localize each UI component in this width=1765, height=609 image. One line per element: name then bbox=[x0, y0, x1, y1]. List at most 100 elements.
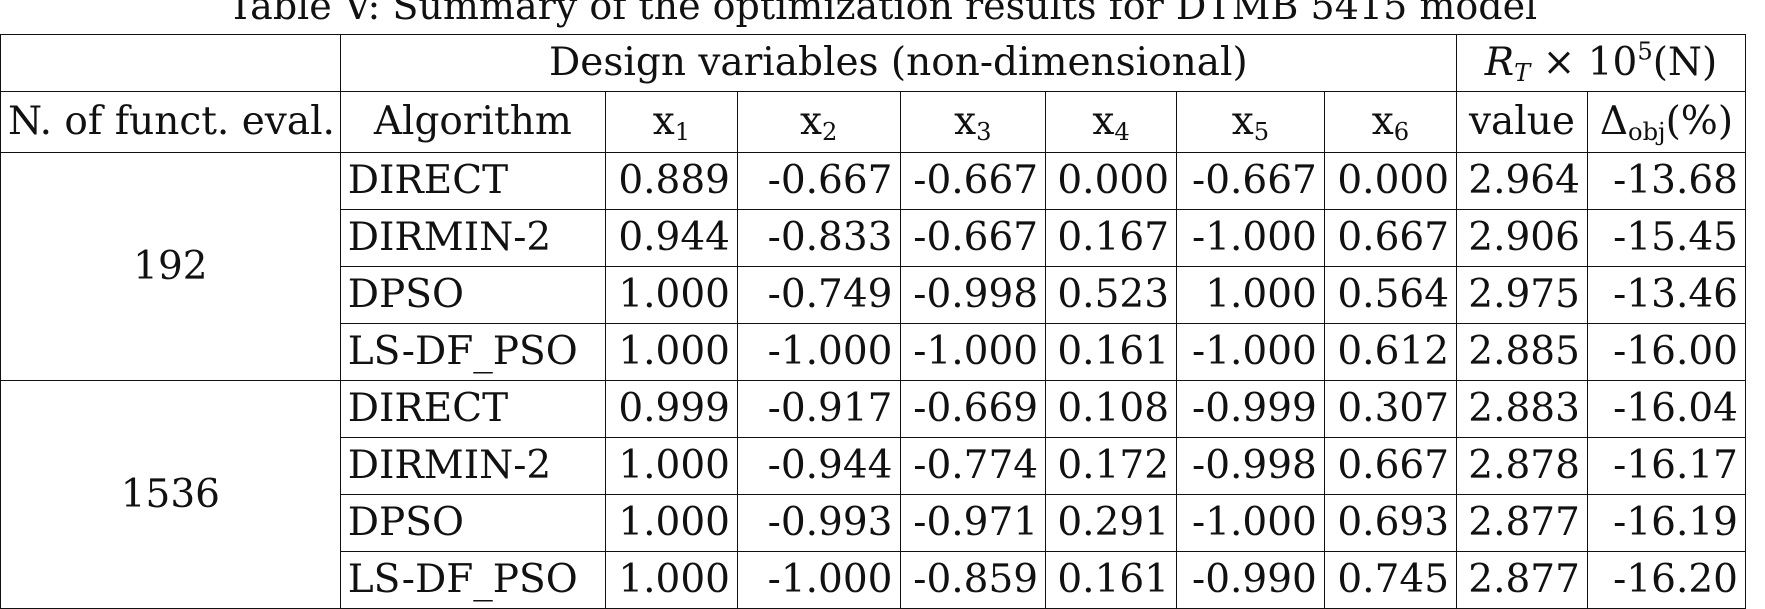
x6-cell: 0.667 bbox=[1323, 437, 1458, 495]
rt-value-cell: 2.964 bbox=[1456, 152, 1588, 210]
algorithm-cell: DIRMIN-2 bbox=[339, 209, 606, 267]
rt-value-cell: 2.883 bbox=[1456, 380, 1588, 438]
x5-cell: -0.990 bbox=[1176, 551, 1325, 609]
header-x4: x4 bbox=[1045, 91, 1178, 153]
table-row: LS-DF_PSO 1.000 -1.000 -1.000 0.161 -1.000 0.6… bbox=[1, 323, 1747, 381]
header-x2: x2 bbox=[736, 91, 901, 153]
x6-cell: 0.667 bbox=[1323, 209, 1458, 267]
x5-cell: -1.000 bbox=[1176, 323, 1325, 381]
delta-obj-cell: -13.46 bbox=[1586, 266, 1747, 324]
x2-cell: -0.833 bbox=[736, 209, 901, 267]
delta-obj-cell: -16.04 bbox=[1586, 380, 1747, 438]
header-nfe: N. of funct. eval. bbox=[0, 91, 341, 153]
x1-cell: 0.944 bbox=[604, 209, 738, 267]
x6-cell: 0.693 bbox=[1323, 494, 1458, 552]
x1-cell: 1.000 bbox=[604, 266, 738, 324]
delta-obj-cell: -16.19 bbox=[1586, 494, 1747, 552]
x3-cell: -1.000 bbox=[899, 323, 1047, 381]
nfe-cell: 1536 bbox=[0, 380, 341, 609]
algorithm-cell: DPSO bbox=[339, 266, 606, 324]
x6-cell: 0.307 bbox=[1323, 380, 1458, 438]
algorithm-cell: LS-DF_PSO bbox=[339, 551, 606, 609]
x4-cell: 0.161 bbox=[1045, 323, 1178, 381]
x2-cell: -0.993 bbox=[736, 494, 901, 552]
header-row-groups: Design variables (non-dimensional) RT × … bbox=[0, 34, 1746, 92]
algorithm-cell: DPSO bbox=[339, 494, 606, 552]
x3-cell: -0.669 bbox=[899, 380, 1047, 438]
header-x6: x6 bbox=[1323, 91, 1458, 153]
header-row-columns: N. of funct. eval. Algorithm x1 x2 x3 x4… bbox=[0, 91, 1747, 153]
table-row: DPSO 1.000 -0.749 -0.998 0.523 1.000 0.564 2.97… bbox=[1, 266, 1747, 324]
x4-cell: 0.000 bbox=[1045, 152, 1178, 210]
x1-cell: 1.000 bbox=[604, 551, 738, 609]
algorithm-cell: DIRECT bbox=[339, 152, 606, 210]
delta-obj-cell: -16.20 bbox=[1586, 551, 1747, 609]
x5-cell: -0.667 bbox=[1176, 152, 1325, 210]
header-x5: x5 bbox=[1176, 91, 1325, 153]
rt-value-cell: 2.975 bbox=[1456, 266, 1588, 324]
table-row: 1536 DIRECT 0.999 -0.917 -0.669 0.108 -0.999 0.… bbox=[0, 380, 1747, 609]
x2-cell: -1.000 bbox=[736, 551, 901, 609]
nfe-cell: 192 bbox=[0, 152, 341, 381]
x4-cell: 0.167 bbox=[1045, 209, 1178, 267]
x2-cell: -0.667 bbox=[736, 152, 901, 210]
header-delta: Δobj(%) bbox=[1586, 91, 1747, 153]
x5-cell: -1.000 bbox=[1176, 494, 1325, 552]
x6-cell: 0.612 bbox=[1323, 323, 1458, 381]
x1-cell: 1.000 bbox=[604, 437, 738, 495]
rt-sub: T bbox=[1514, 59, 1531, 88]
rt-times: × 10 bbox=[1542, 40, 1638, 85]
x4-cell: 0.161 bbox=[1045, 551, 1178, 609]
x1-cell: 1.000 bbox=[604, 323, 738, 381]
x1-cell: 0.889 bbox=[604, 152, 738, 210]
x4-cell: 0.291 bbox=[1045, 494, 1178, 552]
algorithm-cell: LS-DF_PSO bbox=[339, 323, 606, 381]
x3-cell: -0.667 bbox=[899, 152, 1047, 210]
x5-cell: -1.000 bbox=[1176, 209, 1325, 267]
x1-cell: 1.000 bbox=[604, 494, 738, 552]
x1-cell: 0.999 bbox=[604, 380, 738, 438]
rt-value-cell: 2.885 bbox=[1456, 323, 1588, 381]
table-row: DIRMIN-2 1.000 -0.944 -0.774 0.172 -0.998 0.66… bbox=[1, 437, 1747, 495]
x6-cell: 0.564 bbox=[1323, 266, 1458, 324]
x6-cell: 0.000 bbox=[1323, 152, 1458, 210]
x3-cell: -0.971 bbox=[899, 494, 1047, 552]
delta-obj-cell: -13.68 bbox=[1586, 152, 1747, 210]
x2-cell: -0.944 bbox=[736, 437, 901, 495]
delta-obj-cell: -16.17 bbox=[1586, 437, 1747, 495]
rt-value-cell: 2.906 bbox=[1456, 209, 1588, 267]
results-table: Design variables (non-dimensional) RT × … bbox=[0, 34, 1747, 609]
rt-symbol: R bbox=[1484, 40, 1515, 85]
rt-value-cell: 2.877 bbox=[1456, 494, 1588, 552]
header-algorithm: Algorithm bbox=[339, 91, 606, 153]
x4-cell: 0.108 bbox=[1045, 380, 1178, 438]
header-empty-corner bbox=[0, 34, 341, 92]
table-caption: Table V: Summary of the optimization res… bbox=[227, 0, 1538, 28]
rt-value-cell: 2.877 bbox=[1456, 551, 1588, 609]
x5-cell: 1.000 bbox=[1176, 266, 1325, 324]
header-rt-group: RT × 105(N) bbox=[1456, 34, 1746, 92]
x3-cell: -0.859 bbox=[899, 551, 1047, 609]
rt-unit: (N) bbox=[1652, 40, 1718, 85]
x4-cell: 0.523 bbox=[1045, 266, 1178, 324]
x2-cell: -0.917 bbox=[736, 380, 901, 438]
x5-cell: -0.998 bbox=[1176, 437, 1325, 495]
table-row: DPSO 1.000 -0.993 -0.971 0.291 -1.000 0.693 2.8… bbox=[1, 494, 1747, 552]
x4-cell: 0.172 bbox=[1045, 437, 1178, 495]
x3-cell: -0.998 bbox=[899, 266, 1047, 324]
rt-value-cell: 2.878 bbox=[1456, 437, 1588, 495]
table-row: 192 DIRECT 0.889 -0.667 -0.667 0.000 -0.667 0.0… bbox=[0, 152, 1747, 381]
x3-cell: -0.774 bbox=[899, 437, 1047, 495]
x3-cell: -0.667 bbox=[899, 209, 1047, 267]
header-design-variables: Design variables (non-dimensional) bbox=[339, 34, 1458, 92]
x5-cell: -0.999 bbox=[1176, 380, 1325, 438]
algorithm-cell: DIRECT bbox=[339, 380, 606, 438]
x2-cell: -1.000 bbox=[736, 323, 901, 381]
algorithm-cell: DIRMIN-2 bbox=[339, 437, 606, 495]
header-x1: x1 bbox=[604, 91, 738, 153]
x6-cell: 0.745 bbox=[1323, 551, 1458, 609]
header-x3: x3 bbox=[899, 91, 1047, 153]
delta-obj-cell: -16.00 bbox=[1586, 323, 1747, 381]
header-value: value bbox=[1456, 91, 1588, 153]
delta-obj-cell: -15.45 bbox=[1586, 209, 1747, 267]
